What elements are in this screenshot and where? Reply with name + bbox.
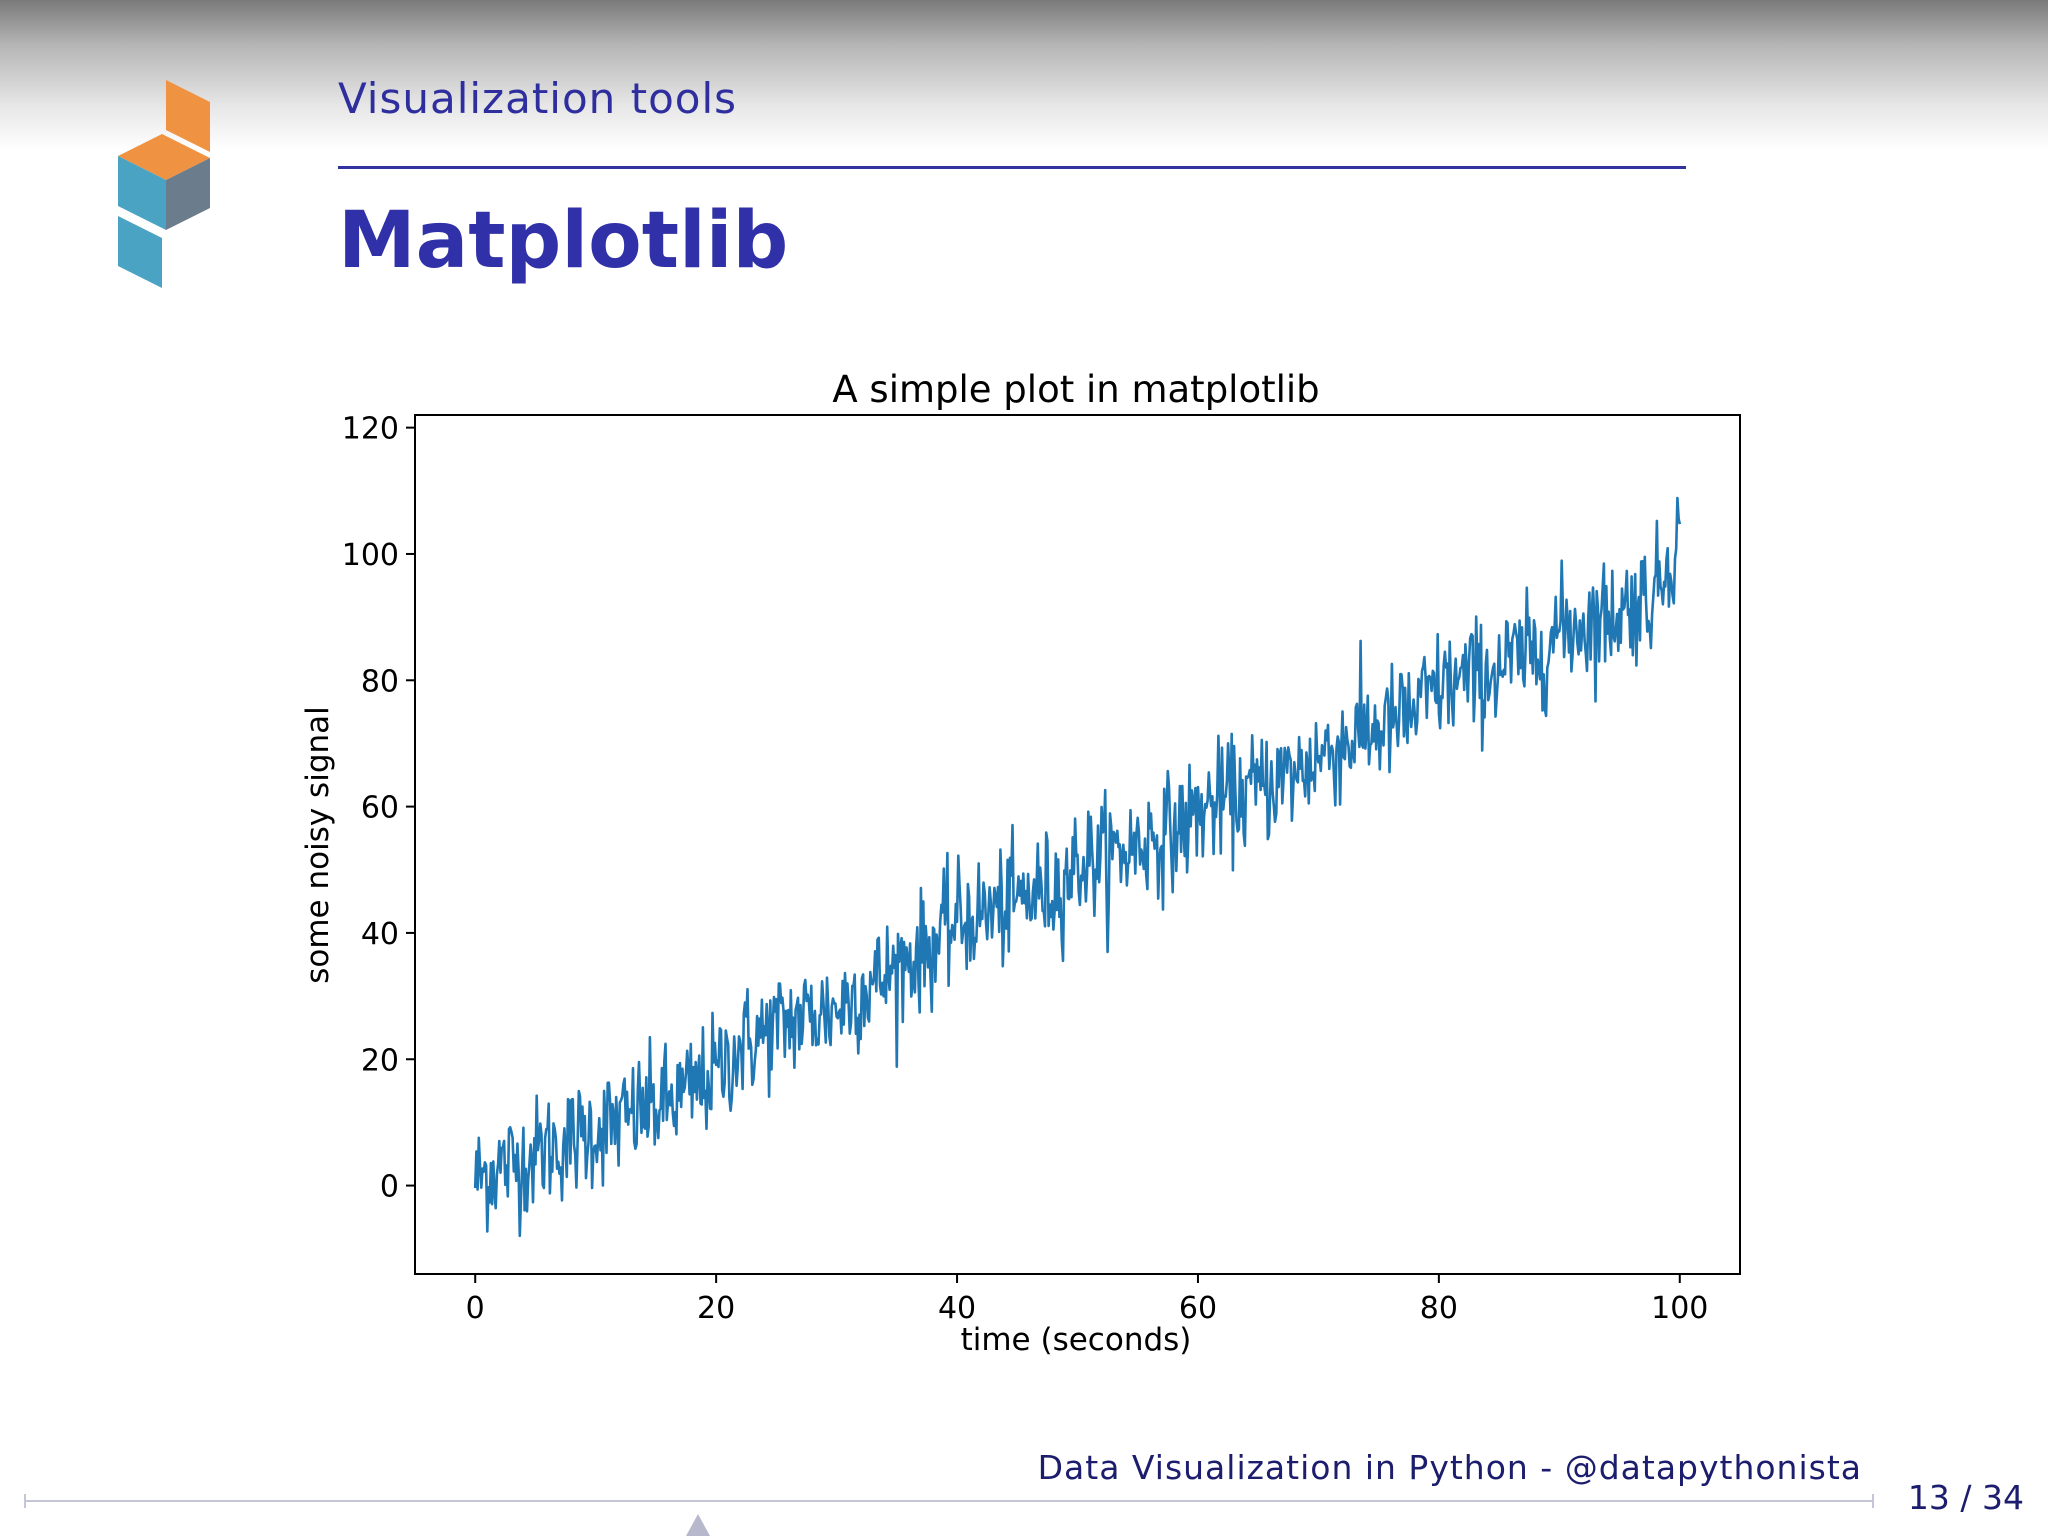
section-title: Visualization tools (338, 74, 738, 123)
y-tick-label: 100 (342, 538, 399, 573)
stacked-cubes-icon (118, 80, 210, 288)
y-tick-label: 0 (380, 1170, 399, 1205)
page-title: Matplotlib (338, 196, 789, 286)
y-tick-label: 40 (361, 917, 399, 952)
y-tick-label: 20 (361, 1043, 399, 1078)
navigation-marker-icon[interactable] (686, 1514, 710, 1536)
footer-rule-cap-left (24, 1494, 26, 1508)
y-tick-label: 80 (361, 664, 399, 699)
series-line (473, 496, 1682, 1238)
x-tick-label: 100 (1651, 1291, 1708, 1326)
x-tick-label: 20 (697, 1291, 735, 1326)
footer-progress-rule (24, 1500, 1874, 1502)
y-tick-label: 120 (342, 412, 399, 447)
y-axis: 0 20 40 60 80 100 120 (342, 412, 415, 1205)
x-axis: 0 20 40 60 80 100 (466, 1274, 1708, 1326)
page-number: 13 / 34 (1907, 1478, 2024, 1517)
footer-rule-cap-right (1872, 1494, 1874, 1508)
y-axis-label: some noisy signal (300, 706, 336, 984)
x-tick-label: 80 (1420, 1291, 1458, 1326)
x-axis-label: time (seconds) (961, 1322, 1192, 1358)
footer-text: Data Visualization in Python - @datapyth… (1037, 1448, 1862, 1487)
header-band (0, 0, 2048, 150)
chart-title: A simple plot in matplotlib (832, 368, 1319, 411)
x-tick-label: 40 (938, 1291, 976, 1326)
x-tick-label: 0 (466, 1291, 485, 1326)
y-tick-label: 60 (361, 791, 399, 826)
title-divider (338, 166, 1686, 169)
x-tick-label: 60 (1179, 1291, 1217, 1326)
plot-area-frame (414, 414, 1741, 1275)
